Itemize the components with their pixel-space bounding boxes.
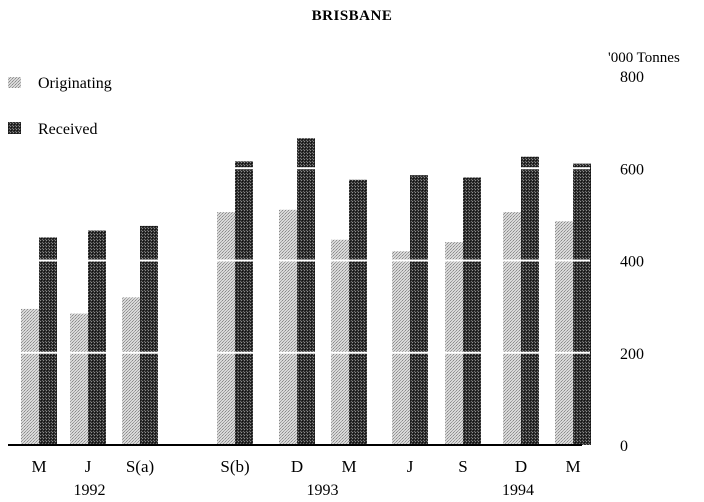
bar-originating-4 <box>279 209 297 445</box>
bar-originating-3 <box>217 212 235 445</box>
bar-originating-8 <box>503 212 521 445</box>
x-category-label-4: D <box>291 457 303 476</box>
bar-originating-0 <box>21 308 39 445</box>
bar-received-9 <box>573 163 591 445</box>
bar-originating-1 <box>70 313 88 445</box>
bar-received-6 <box>410 175 428 445</box>
legend-swatch-received <box>8 122 21 134</box>
chart-title: BRISBANE <box>312 8 393 24</box>
x-category-label-9: M <box>565 457 580 476</box>
bar-received-0 <box>39 237 57 445</box>
x-axis-categories: M J S(a) S(b) D M J S D M <box>31 457 580 476</box>
legend-label-originating: Originating <box>38 75 112 92</box>
gridlines-layer <box>8 75 590 354</box>
x-category-label-7: S <box>458 457 467 476</box>
legend-swatch-originating <box>8 76 21 88</box>
bars-layer <box>21 138 591 446</box>
x-year-label-1993: 1993 <box>307 482 339 499</box>
x-category-label-6: J <box>407 457 414 476</box>
bar-received-7 <box>463 177 481 445</box>
y-tick-label-4: 800 <box>620 69 644 86</box>
bar-received-5 <box>349 179 367 445</box>
y-axis-unit-label: '000 Tonnes <box>608 50 680 66</box>
y-tick-label-1: 200 <box>620 346 644 363</box>
x-year-label-1992: 1992 <box>74 482 106 499</box>
y-tick-label-0: 0 <box>620 438 628 455</box>
bar-originating-9 <box>555 221 573 445</box>
x-category-label-5: M <box>341 457 356 476</box>
x-category-label-2: S(a) <box>126 457 154 476</box>
bar-originating-7 <box>445 242 463 445</box>
bar-received-8 <box>521 156 539 445</box>
bar-originating-6 <box>392 251 410 445</box>
y-tick-label-3: 600 <box>620 161 644 178</box>
x-category-label-0: M <box>31 457 46 476</box>
bar-originating-5 <box>331 239 349 445</box>
bar-received-1 <box>88 230 106 445</box>
legend-label-received: Received <box>38 121 98 138</box>
x-category-label-3: S(b) <box>220 457 249 476</box>
y-tick-label-2: 400 <box>620 254 644 271</box>
x-year-label-1994: 1994 <box>502 482 534 499</box>
bar-received-2 <box>140 225 158 445</box>
bar-received-4 <box>297 138 315 446</box>
x-category-label-1: J <box>85 457 92 476</box>
x-category-label-8: D <box>515 457 527 476</box>
bar-originating-2 <box>122 297 140 445</box>
y-axis-ticks: 0 200 400 600 800 <box>620 69 644 455</box>
legend: Originating Received <box>8 75 112 138</box>
bar-received-3 <box>235 161 253 446</box>
x-axis-years: 1992 1993 1994 <box>74 482 535 499</box>
